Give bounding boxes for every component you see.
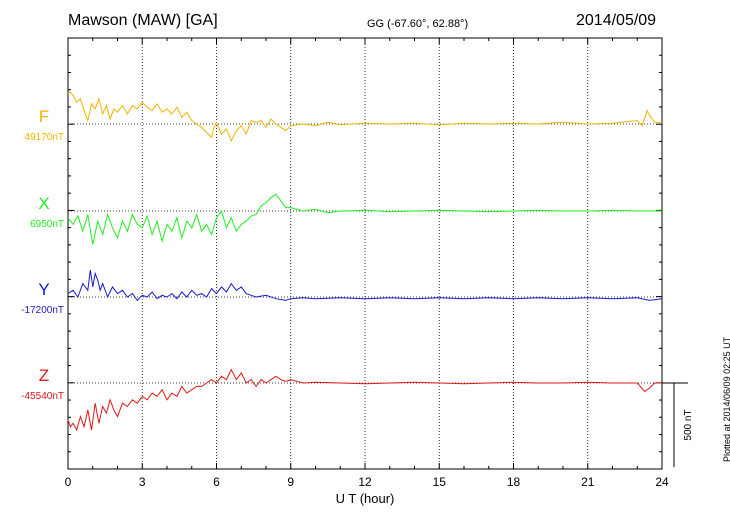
series-name-y: Y (38, 280, 49, 299)
coordinates-label: GG (-67.60°, 62.88°) (367, 18, 469, 30)
series-baseline-y: -17200nT (21, 305, 64, 316)
x-tick-label: 6 (213, 475, 220, 489)
series-name-x: X (38, 194, 49, 213)
series-name-f: F (39, 107, 49, 126)
station-title: Mawson (MAW) [GA] (68, 12, 218, 29)
x-tick-label: 21 (581, 475, 595, 489)
x-tick-label: 0 (65, 475, 72, 489)
scale-bar-label: 500 nT (683, 409, 694, 440)
x-tick-label: 18 (507, 475, 521, 489)
series-line-z (67, 368, 662, 432)
series-baseline-z: -45540nT (21, 391, 64, 402)
series-line-x (67, 193, 662, 245)
series-baseline-x: 6950nT (30, 219, 64, 230)
x-tick-labels: 0 3 6 9 12 15 18 21 24 (65, 475, 669, 489)
date-title: 2014/05/09 (576, 12, 657, 29)
x-tick-label: 15 (433, 475, 447, 489)
series-baseline-f: 49170nT (25, 132, 64, 143)
series-name-z: Z (39, 366, 49, 385)
x-tick-label: 24 (655, 475, 669, 489)
series-lines (67, 91, 663, 432)
x-axis-label: U T (hour) (336, 491, 395, 506)
plotted-timestamp: Plotted at 2014/06/09 02:25 UT (722, 336, 730, 462)
x-tick-label: 3 (139, 475, 146, 489)
series-labels: F 49170nT X 6950nT Y -17200nT Z -45540nT (21, 107, 64, 402)
scale-bar: 500 nT (662, 382, 694, 467)
x-tick-label: 12 (358, 475, 372, 489)
x-tick-label: 9 (287, 475, 294, 489)
series-line-y (67, 270, 663, 302)
grid-lines (141, 38, 589, 469)
axis-ticks (67, 37, 663, 470)
series-line-f (67, 91, 662, 143)
